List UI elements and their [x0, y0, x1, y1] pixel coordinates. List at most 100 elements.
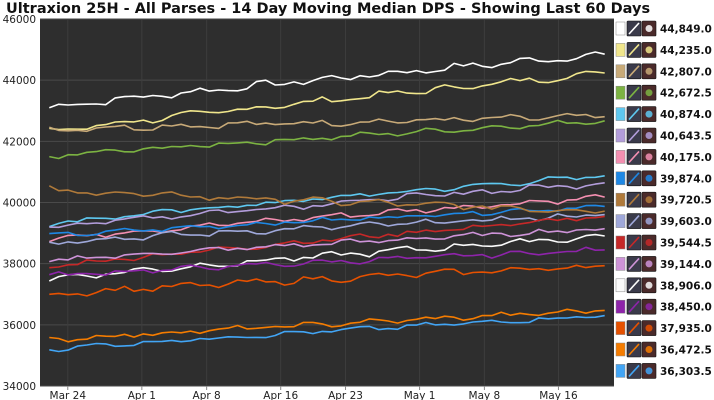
- legend-label: 39,603.0: [660, 216, 712, 228]
- spec-icon-glyph: [628, 257, 640, 270]
- legend-swatch: [615, 150, 626, 164]
- legend-swatch: [615, 64, 626, 79]
- class-icon-glyph: [645, 281, 653, 289]
- legend-swatch: [615, 214, 626, 228]
- legend-label: 39,544.5: [660, 238, 712, 250]
- legend-label: 37,935.0: [660, 323, 712, 335]
- spec-icon-glyph: [628, 279, 640, 292]
- class-icon-glyph: [645, 196, 653, 204]
- series-line: [49, 112, 605, 133]
- legend-label: 36,472.5: [660, 345, 712, 357]
- series-line: [49, 175, 605, 228]
- x-tick-label: Apr 8: [193, 390, 221, 400]
- legend-swatch: [615, 43, 626, 57]
- legend-swatch: [615, 342, 626, 357]
- class-icon-glyph: [645, 110, 653, 118]
- spec-icon-glyph: [628, 65, 640, 78]
- class-icon-glyph: [645, 132, 653, 139]
- class-icon-glyph: [645, 346, 653, 353]
- legend-swatch: [615, 299, 626, 314]
- y-tick-label: 42000: [3, 136, 36, 148]
- y-tick-label: 36000: [3, 320, 36, 332]
- series-line: [48, 233, 605, 282]
- legend-label: 39,144.0: [660, 259, 712, 271]
- spec-icon-glyph: [628, 193, 640, 206]
- y-tick-label: 46000: [3, 14, 36, 26]
- legend-label: 39,874.0: [660, 173, 712, 185]
- spec-icon-glyph: [628, 22, 640, 35]
- legend-swatch: [615, 85, 626, 100]
- legend-swatch: [615, 192, 626, 207]
- class-icon-glyph: [645, 174, 653, 182]
- class-icon-glyph: [645, 67, 653, 75]
- legend-label: 38,906.0: [660, 280, 712, 292]
- x-tick-label: Apr 1: [128, 390, 156, 400]
- legend-label: 42,807.0: [660, 66, 712, 78]
- legend-label: 44,235.0: [660, 45, 712, 57]
- x-tick-label: May 1: [404, 390, 436, 400]
- spec-icon-glyph: [628, 43, 640, 56]
- legend: 44,849.0 44,235.0 42,807.0 42,672.5 40,874.0…: [615, 20, 712, 379]
- y-tick-label: 34000: [3, 381, 36, 393]
- class-icon-glyph: [645, 324, 653, 332]
- series-group: [48, 51, 605, 353]
- legend-label: 40,643.5: [660, 131, 712, 143]
- spec-icon-glyph: [628, 150, 640, 163]
- spec-icon-glyph: [628, 129, 640, 142]
- legend-swatch: [615, 128, 626, 143]
- class-icon-glyph: [645, 260, 653, 268]
- series-line: [49, 213, 605, 245]
- legend-label: 39,720.5: [660, 195, 712, 207]
- class-icon-glyph: [645, 25, 653, 32]
- legend-label: 40,874.0: [660, 109, 712, 121]
- class-icon-glyph: [645, 153, 653, 161]
- series-line: [49, 51, 605, 109]
- spec-icon-glyph: [628, 300, 640, 313]
- series-line: [49, 246, 605, 276]
- spec-icon-glyph: [628, 86, 640, 99]
- class-icon-glyph: [645, 217, 653, 225]
- x-tick-label: Mar 24: [50, 390, 87, 400]
- legend-swatch: [615, 278, 626, 293]
- series-line: [49, 314, 605, 353]
- series-line: [49, 182, 605, 229]
- class-icon-glyph: [645, 303, 653, 311]
- chart-title: Ultraxion 25H - All Parses - 14 Day Movi…: [6, 1, 651, 17]
- legend-swatch: [615, 321, 626, 335]
- series-line: [49, 227, 605, 263]
- spec-icon-glyph: [628, 364, 640, 377]
- x-tick-label: May 8: [469, 390, 501, 400]
- spec-icon-glyph: [628, 108, 640, 121]
- legend-swatch: [615, 364, 626, 378]
- x-axis: Mar 24 Apr 1 Apr 8 Apr 16 Apr 23 May 1 May 8 Ma…: [50, 386, 578, 400]
- legend-swatch: [615, 21, 626, 36]
- class-icon-glyph: [645, 89, 653, 97]
- legend-swatch: [615, 257, 626, 271]
- legend-swatch: [615, 107, 626, 121]
- series-line: [49, 70, 605, 131]
- series-line: [49, 215, 605, 269]
- legend-label: 40,175.0: [660, 152, 712, 164]
- legend-label: 42,672.5: [660, 88, 712, 100]
- series-line: [49, 264, 605, 297]
- x-tick-label: Apr 23: [328, 390, 363, 400]
- class-icon-glyph: [645, 239, 653, 246]
- legend-label: 36,303.5: [660, 366, 712, 378]
- x-tick-label: Apr 16: [263, 390, 298, 400]
- series-line: [49, 308, 605, 343]
- legend-swatch: [615, 235, 626, 250]
- class-icon-glyph: [645, 46, 653, 54]
- spec-icon-glyph: [628, 343, 640, 356]
- y-axis: 34000 36000 38000 40000 42000 44000 46000: [3, 14, 36, 393]
- y-tick-label: 40000: [3, 198, 36, 210]
- spec-icon-glyph: [628, 236, 640, 249]
- x-tick-label: May 16: [539, 390, 578, 400]
- series-line: [49, 204, 605, 237]
- series-line: [48, 185, 605, 214]
- spec-icon-glyph: [628, 215, 640, 228]
- series-line: [49, 119, 605, 160]
- legend-label: 44,849.0: [660, 24, 712, 36]
- legend-label: 38,450.0: [660, 302, 712, 314]
- legend-swatch: [615, 171, 626, 186]
